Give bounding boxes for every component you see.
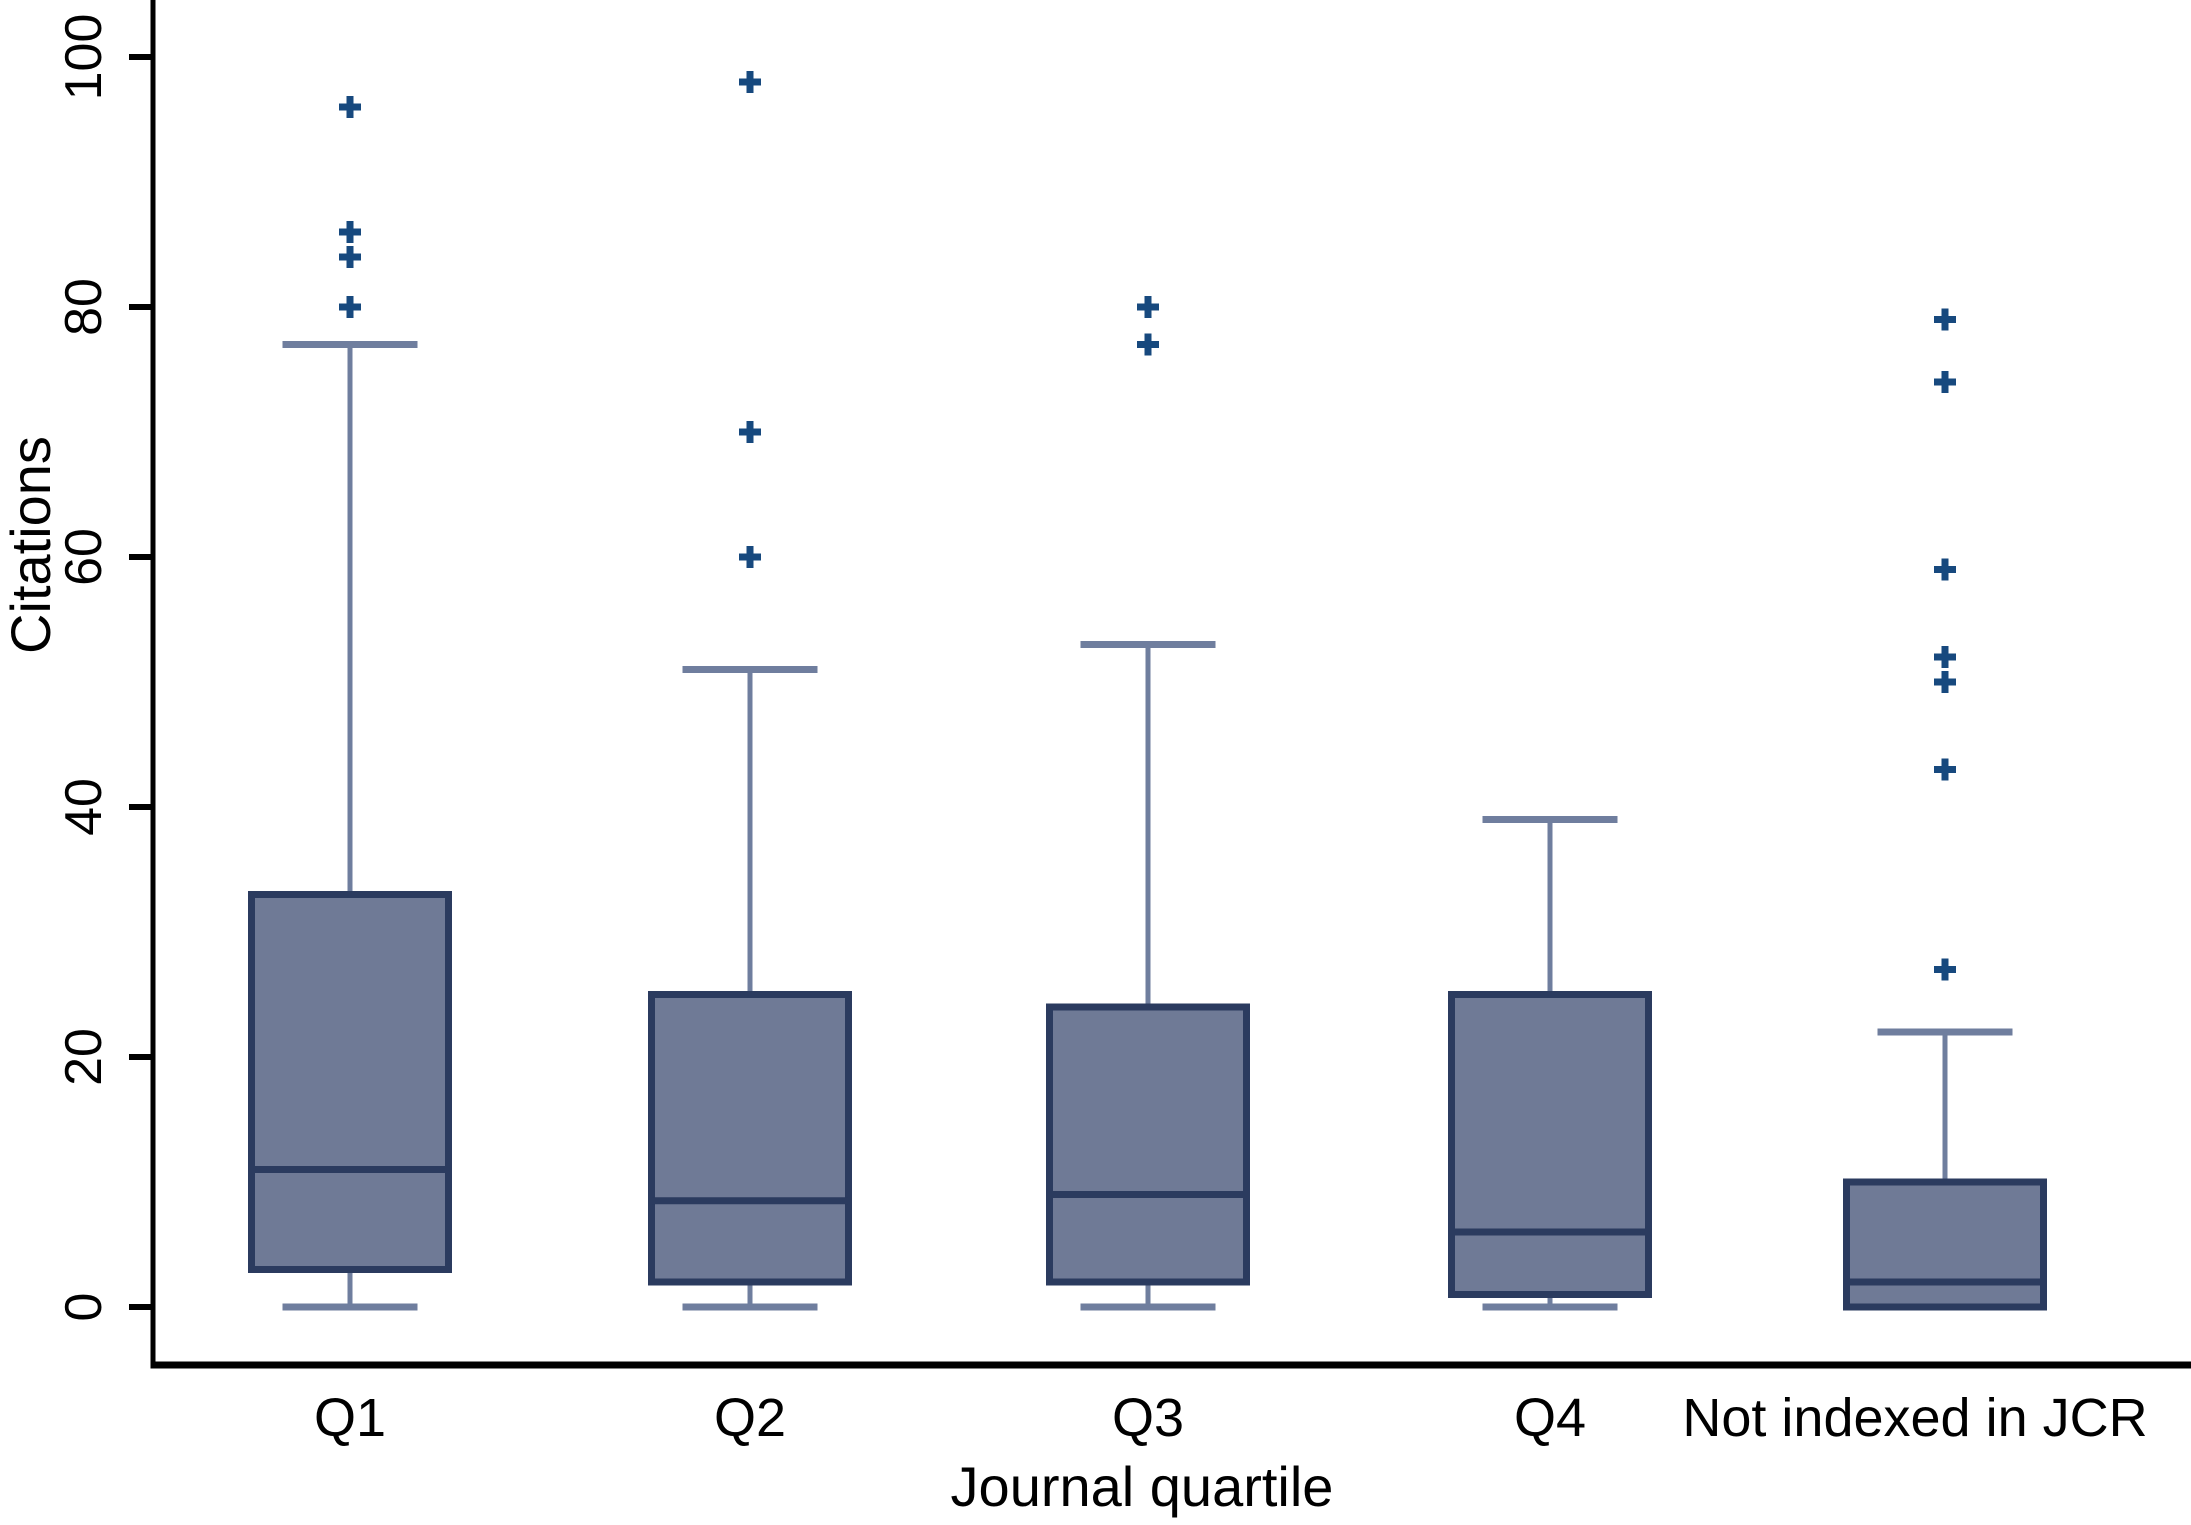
category-label-q1: Q1: [314, 1388, 386, 1448]
outlier-plus-icon-q3-77: [1137, 333, 1159, 356]
y-tick-label-0: 0: [55, 1293, 113, 1322]
outlier-plus-icon-not-indexed-in-jcr-27: [1934, 958, 1956, 981]
box-q3: [1046, 1003, 1250, 1286]
outlier-plus-icon-q2-70: [739, 421, 761, 443]
outlier-plus-icon-not-indexed-in-jcr-50: [1934, 671, 1956, 693]
y-tick-label-100: 100: [55, 14, 113, 101]
y-tick-label-40: 40: [55, 778, 113, 836]
category-label-q4: Q4: [1514, 1388, 1586, 1448]
outlier-plus-icon-not-indexed-in-jcr-59: [1934, 558, 1956, 581]
category-label-q3: Q3: [1112, 1388, 1184, 1448]
outlier-plus-icon-not-indexed-in-jcr-52: [1934, 646, 1956, 668]
box-not-indexed-in-jcr: [1843, 1178, 2047, 1311]
y-axis-title: Citations: [0, 436, 62, 654]
outlier-plus-icon-q3-80: [1137, 296, 1159, 318]
box-q2: [648, 991, 852, 1286]
category-label-not-indexed-in-jcr: Not indexed in JCR: [1682, 1388, 2147, 1448]
box-q4: [1448, 991, 1652, 1298]
outlier-plus-icon-q1-80: [339, 296, 361, 318]
box-q1: [248, 891, 452, 1273]
outlier-plus-icon-q2-60: [739, 546, 761, 568]
outlier-plus-icon-not-indexed-in-jcr-74: [1934, 371, 1956, 393]
outlier-plus-icon-q1-96: [339, 96, 361, 118]
outlier-plus-icon-q1-86: [339, 221, 361, 243]
x-axis-title: Journal quartile: [950, 1455, 1334, 1518]
outlier-plus-icon-q2-98: [739, 71, 761, 93]
category-label-q2: Q2: [714, 1388, 786, 1448]
outlier-plus-icon-not-indexed-in-jcr-79: [1934, 308, 1956, 331]
y-tick-label-20: 20: [55, 1028, 113, 1086]
y-tick-label-80: 80: [55, 278, 113, 336]
outlier-plus-icon-not-indexed-in-jcr-43: [1934, 758, 1956, 781]
y-tick-label-60: 60: [55, 528, 113, 586]
outlier-plus-icon-q1-84: [339, 246, 361, 268]
